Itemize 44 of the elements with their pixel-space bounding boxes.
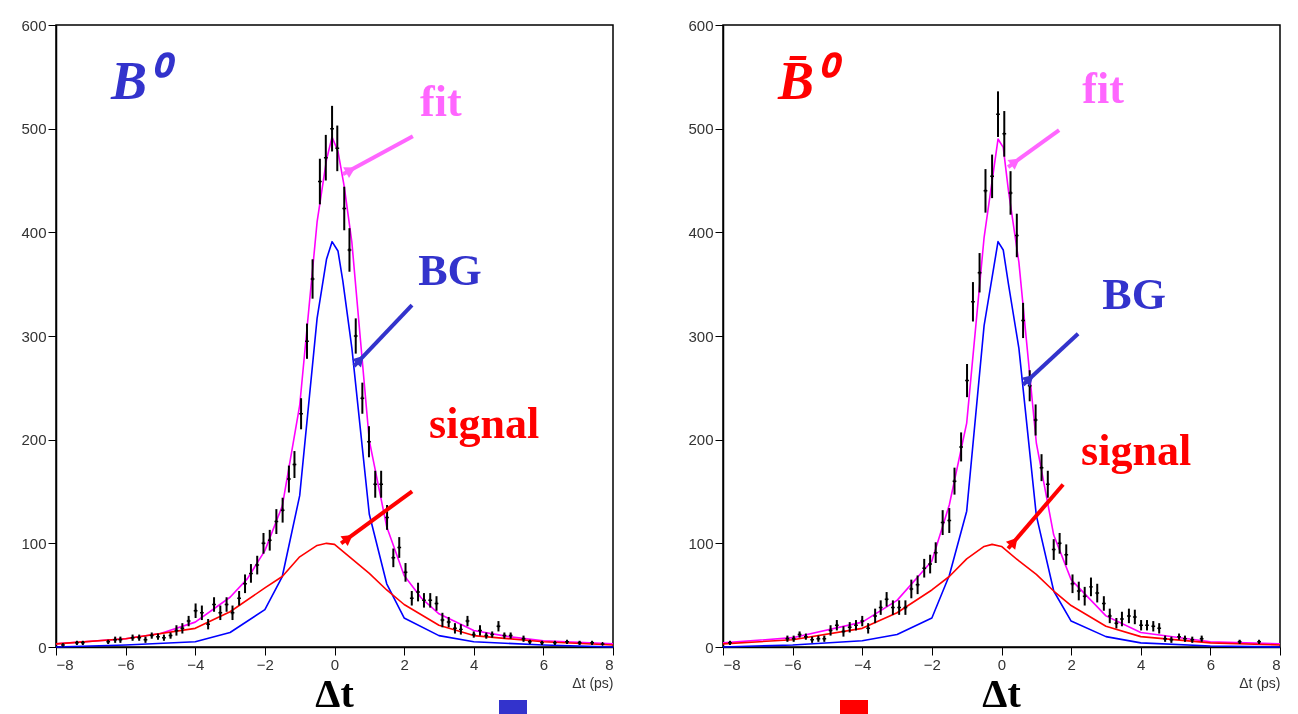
y-tick-label: 600: [21, 16, 47, 34]
y-tick-label: 300: [21, 327, 47, 345]
x-tick-label: 6: [1206, 655, 1216, 673]
x-tick-label: 0: [997, 655, 1007, 673]
x-tick-label: 8: [1272, 655, 1281, 673]
annotation: signal: [429, 399, 540, 449]
y-tick-label: 100: [21, 534, 47, 552]
x-tick-label: 2: [400, 655, 409, 673]
annotation: signal: [1081, 425, 1192, 475]
annotation: BG: [1102, 269, 1166, 319]
x-tick-label: −4: [854, 655, 872, 673]
x-tick-label: 6: [539, 655, 549, 673]
y-tick-label: 500: [21, 120, 47, 138]
y-tick-label: 500: [688, 120, 714, 138]
annotation: fit: [1082, 64, 1125, 114]
x-tick-label: −6: [117, 655, 135, 673]
y-tick-label: 400: [21, 223, 47, 241]
y-tick-label: 300: [688, 327, 714, 345]
x-tick-label: 4: [1137, 655, 1146, 673]
x-tick-label: 8: [605, 655, 614, 673]
y-tick-label: 100: [688, 534, 714, 552]
text: B⁰: [110, 51, 177, 111]
x-tick-label: −8: [56, 655, 74, 673]
x-tick-label: 2: [1067, 655, 1076, 673]
y-tick-label: 0: [705, 638, 714, 656]
text: Δt: [315, 671, 355, 714]
x-tick-label: −4: [187, 655, 205, 673]
annotation: BG: [418, 246, 482, 296]
y-tick-label: 400: [688, 223, 714, 241]
text: B̄⁰: [777, 51, 844, 111]
x-tick-label: 0: [330, 655, 340, 673]
y-tick-label: 200: [21, 431, 47, 449]
x-tick-label: −2: [923, 655, 941, 673]
y-tick-label: 0: [38, 638, 47, 656]
x-axis-title: Δt (ps): [572, 674, 614, 691]
text: Δt: [982, 671, 1022, 714]
x-tick-label: −6: [784, 655, 802, 673]
y-tick-label: 200: [688, 431, 714, 449]
y-tick-label: 600: [688, 16, 714, 34]
x-axis-title: Δt (ps): [1239, 674, 1281, 691]
x-tick-label: −8: [723, 655, 741, 673]
annotation: fit: [420, 77, 462, 127]
x-tick-label: 4: [470, 655, 479, 673]
x-tick-label: −2: [256, 655, 274, 673]
